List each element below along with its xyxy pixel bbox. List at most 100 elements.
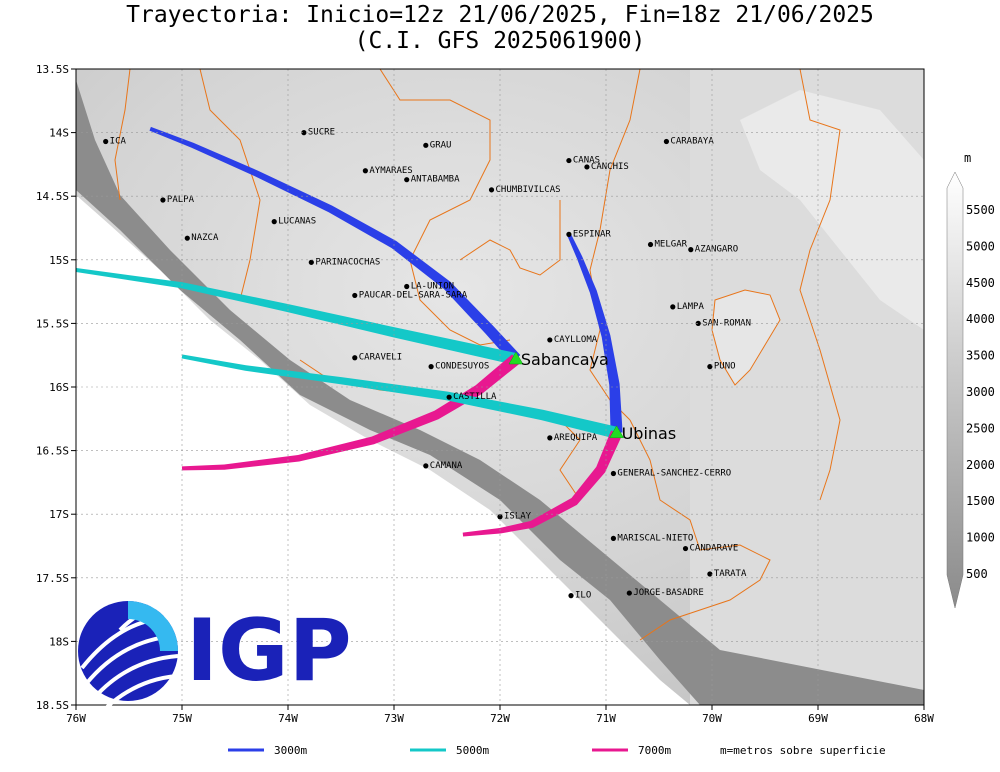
place-label: ISLAY	[504, 512, 532, 522]
trajectory-ubinas-7000m	[462, 430, 623, 537]
y-tick-label: 18.5S	[36, 699, 69, 712]
place-marker	[428, 364, 434, 370]
place-marker	[271, 219, 277, 225]
place-label: CHUMBIVILCAS	[496, 185, 561, 195]
place-marker	[160, 197, 166, 203]
place-label: AYMARAES	[369, 166, 412, 176]
y-tick-label: 14S	[49, 127, 69, 140]
volcano-layer: Sabancaya Ubinas	[508, 350, 677, 443]
place-marker	[103, 138, 109, 145]
place-label: AZANGARO	[695, 245, 738, 255]
place-marker	[404, 283, 410, 290]
colorbar-label: 4500	[966, 276, 995, 290]
place-marker	[584, 164, 590, 170]
place-marker	[707, 571, 713, 577]
place-label: PAUCAR-DEL-SARA-SARA	[359, 290, 468, 300]
place-marker	[446, 394, 452, 400]
volcano-label: Ubinas	[622, 424, 677, 443]
place-label: PUNO	[714, 362, 736, 372]
place-marker	[547, 435, 553, 441]
place-marker	[610, 470, 617, 477]
place-label: CAYLLOMA	[554, 335, 598, 345]
place-marker	[423, 142, 429, 148]
colorbar-gradient	[946, 171, 964, 609]
y-tick-label: 18S	[49, 635, 69, 648]
place-label: CASTILLA	[453, 392, 497, 402]
place-marker	[352, 355, 358, 361]
place-marker	[184, 235, 190, 241]
trajectory-layer	[76, 126, 623, 537]
place-label: TARATA	[714, 569, 747, 579]
volcano-triangle-icon	[508, 351, 524, 365]
place-label: MELGAR	[655, 240, 688, 250]
place-marker	[663, 138, 670, 145]
trajectory-sabancaya-7000m	[181, 354, 520, 471]
x-tick-label: 73W	[384, 712, 404, 725]
terrain-andes-peaks	[740, 90, 924, 330]
place-marker	[626, 590, 632, 596]
place-marker	[423, 463, 429, 469]
y-tick-label: 17S	[49, 508, 69, 521]
x-tick-label: 76W	[66, 712, 86, 725]
lake-titicaca	[711, 289, 781, 386]
place-label: AREQUIPA	[554, 433, 598, 443]
trajectory-sabancaya-5000m	[76, 268, 518, 365]
place-marker	[647, 241, 654, 248]
place-marker	[695, 320, 701, 326]
place-label: NAZCA	[191, 233, 219, 243]
plot-area: ICASUCREGRAUCANASCANCHISCARABAYAAYMARAES…	[76, 69, 924, 705]
colorbar-label: 2500	[966, 421, 995, 435]
y-tick-label: 15S	[49, 254, 69, 267]
colorbar-label: 1500	[966, 494, 995, 508]
place-marker	[488, 187, 495, 193]
legend-label: 7000m	[638, 744, 671, 757]
place-marker	[362, 168, 368, 174]
y-tick-label: 15.5S	[36, 317, 69, 330]
title-line-2: (C.I. GFS 2025061900)	[354, 28, 646, 54]
place-label: CANCHIS	[591, 162, 629, 172]
colorbar-label: 5000	[966, 239, 995, 253]
place-label: CAMANA	[430, 461, 463, 471]
place-label: CANDARAVE	[690, 544, 739, 554]
place-marker	[682, 545, 689, 552]
x-tick-label: 68W	[914, 712, 934, 725]
x-tick-label: 70W	[702, 712, 722, 725]
x-tick-label: 71W	[596, 712, 616, 725]
map-title: Trayectoria: Inicio=12z 21/06/2025, Fin=…	[0, 2, 1000, 54]
legend: 3000m 5000m 7000m	[228, 744, 671, 757]
legend-label: 5000m	[456, 744, 489, 757]
colorbar-label: 3000	[966, 385, 995, 399]
axis-ticks: 76W 75W 74W 73W 72W 71W 70W 69W 68W 13.5S 14S 14.5S…	[36, 63, 934, 725]
logo-text: IGP	[186, 601, 352, 701]
x-tick-label: 72W	[490, 712, 510, 725]
place-label: LUCANAS	[278, 217, 316, 227]
place-label: LA-UNION	[411, 282, 454, 292]
place-marker	[568, 593, 574, 599]
place-label: GENERAL-SANCHEZ-CERRO	[617, 468, 731, 478]
place-label: CARABAYA	[670, 137, 714, 147]
y-tick-label: 17.5S	[36, 572, 69, 585]
colorbar: m 5500 5000 4500 4000 3500 3000 2500 2000 1500 10…	[946, 151, 995, 609]
title-line-1: Trayectoria: Inicio=12z 21/06/2025, Fin=…	[126, 2, 874, 28]
place-marker	[308, 259, 314, 265]
legend-label: 3000m	[274, 744, 307, 757]
colorbar-label: 2000	[966, 458, 995, 472]
place-marker	[670, 304, 676, 310]
place-label: MARISCAL-NIETO	[617, 533, 693, 543]
place-label: PALPA	[167, 195, 195, 205]
x-tick-label: 75W	[172, 712, 192, 725]
volcano-triangle-icon	[609, 425, 625, 439]
colorbar-unit: m	[964, 151, 971, 165]
colorbar-label: 3500	[966, 349, 995, 363]
trajectory-ubinas-3000m	[567, 233, 623, 434]
place-label: ILO	[575, 591, 591, 601]
place-label: ICA	[110, 137, 127, 147]
y-tick-label: 13.5S	[36, 63, 69, 76]
igp-logo: IGP	[78, 601, 352, 710]
place-marker	[610, 535, 617, 541]
place-label: PARINACOCHAS	[315, 257, 380, 267]
y-tick-label: 16S	[49, 381, 69, 394]
volcano-label: Sabancaya	[521, 350, 609, 369]
place-label: CARAVELI	[359, 353, 402, 363]
